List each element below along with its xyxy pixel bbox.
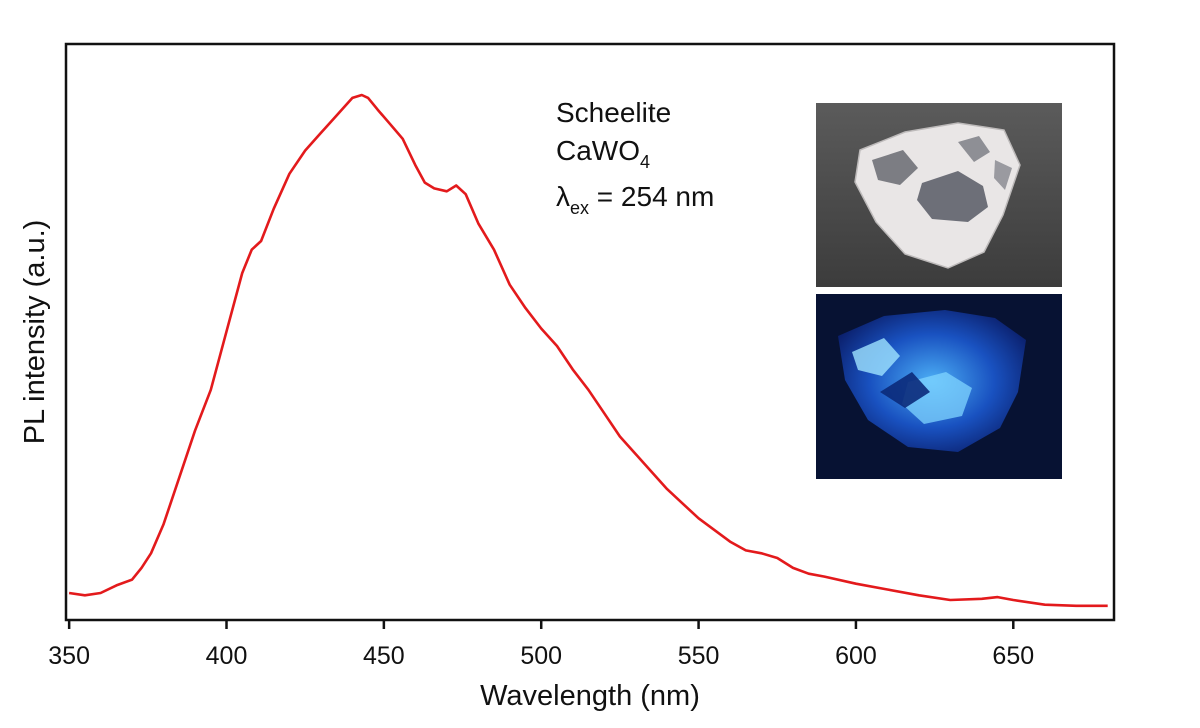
rock-dark-inclusion-3 [958, 136, 990, 162]
x-axis-label: Wavelength (nm) [480, 680, 700, 712]
x-tick-label-600: 600 [835, 642, 877, 670]
excitation-value: = 254 nm [589, 181, 714, 212]
plot-frame [64, 42, 1116, 622]
lambda-symbol: λ [556, 181, 570, 212]
x-tick-label-350: 350 [48, 642, 90, 670]
x-tick-label-500: 500 [520, 642, 562, 670]
inset-photo-uv-light [816, 294, 1062, 479]
x-axis-ticks: 350 400 450 500 550 600 650 [48, 620, 1034, 670]
formula-main: CaWO [556, 135, 640, 166]
rock-uv-dark-band [880, 372, 930, 408]
rock-dark-inclusion-1 [872, 150, 918, 185]
x-tick-label-450: 450 [363, 642, 405, 670]
x-tick-label-400: 400 [206, 642, 248, 670]
y-axis-label: PL intensity (a.u.) [19, 220, 51, 445]
excitation-subscript: ex [570, 198, 589, 218]
inset-photo-visible-light [816, 103, 1062, 287]
rock-dark-inclusion-2 [917, 171, 988, 222]
annotation-excitation: λex = 254 nm [556, 181, 714, 218]
x-tick-label-550: 550 [678, 642, 720, 670]
series-line-pl-spectrum [68, 93, 1108, 608]
rock-dark-inclusion-4 [994, 160, 1012, 190]
inset-divider [816, 287, 1062, 294]
rock-uv-bright-patch-1 [852, 338, 900, 376]
annotation-mineral-name: Scheelite [556, 97, 671, 128]
x-tick-label-650: 650 [992, 642, 1034, 670]
formula-subscript: 4 [640, 152, 650, 172]
annotation-formula: CaWO4 [556, 135, 650, 172]
